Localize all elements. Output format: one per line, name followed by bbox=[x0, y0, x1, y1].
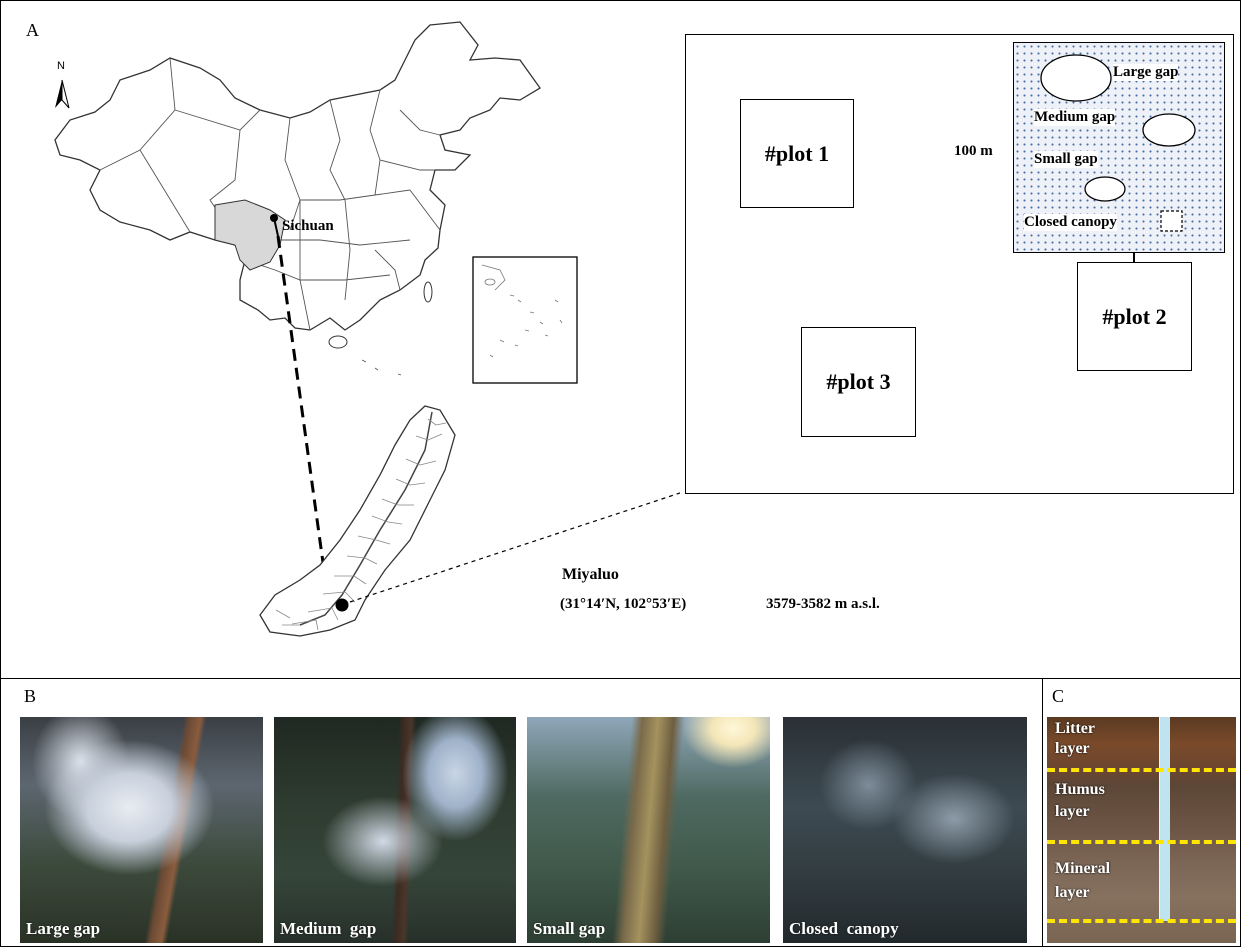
closed-canopy-square bbox=[1160, 210, 1183, 232]
plot-3: #plot 3 bbox=[801, 327, 916, 437]
north-arrow-icon bbox=[55, 79, 70, 109]
soil-divider-3 bbox=[1047, 919, 1236, 923]
closed-canopy-label: Closed canopy bbox=[1024, 214, 1117, 231]
taiwan-island bbox=[423, 281, 433, 303]
photo-closed-canopy-label: Closed canopy bbox=[789, 919, 899, 938]
humus-layer-label: Humus layer bbox=[1055, 781, 1105, 820]
plot-size-label: 100 m bbox=[954, 143, 993, 159]
soil-divider-1 bbox=[1047, 768, 1236, 772]
panel-b-letter: B bbox=[24, 686, 37, 706]
photo-closed-canopy: Closed canopy bbox=[783, 717, 1027, 943]
site-name: Miyaluo bbox=[562, 566, 619, 583]
mineral-layer-label: Mineral layer bbox=[1055, 860, 1111, 901]
soil-divider-2 bbox=[1047, 840, 1236, 844]
measuring-ruler bbox=[1159, 717, 1170, 921]
north-label: N bbox=[57, 60, 65, 72]
inset-connector-line bbox=[1133, 253, 1135, 263]
photo-large-gap: Large gap bbox=[20, 717, 263, 943]
south-china-sea-inset bbox=[472, 256, 578, 384]
photo-medium-gap: Medium gap bbox=[274, 717, 516, 943]
sichuan-region bbox=[214, 199, 286, 271]
plot-1: #plot 1 bbox=[740, 99, 854, 208]
sichuan-label: Sichuan bbox=[282, 218, 334, 234]
hainan-island bbox=[328, 335, 348, 349]
panel-a-letter: A bbox=[26, 20, 39, 40]
small-gap-ellipse bbox=[1084, 176, 1126, 202]
plot-region-frame bbox=[685, 34, 1234, 494]
large-gap-label: Large gap bbox=[1113, 64, 1179, 81]
site-elevation: 3579-3582 m a.s.l. bbox=[766, 596, 880, 612]
china-map bbox=[54, 21, 680, 637]
site-connector-line bbox=[349, 492, 680, 603]
plot-2: #plot 2 bbox=[1077, 262, 1192, 371]
miyaluo-watershed bbox=[259, 405, 456, 637]
panel-c-letter: C bbox=[1052, 686, 1065, 706]
photo-large-gap-label: Large gap bbox=[26, 919, 101, 938]
small-gap-label: Small gap bbox=[1034, 151, 1098, 168]
photo-small-gap-label: Small gap bbox=[533, 919, 606, 938]
photo-small-gap: Small gap bbox=[527, 717, 770, 943]
china-outline bbox=[54, 21, 541, 331]
medium-gap-label: Medium gap bbox=[1034, 109, 1116, 126]
litter-layer-label: Litter layer bbox=[1055, 720, 1095, 757]
site-coordinates: (31°14′N, 102°53′E) bbox=[560, 596, 687, 612]
gap-shapes bbox=[1040, 54, 1196, 232]
large-gap-ellipse bbox=[1040, 54, 1112, 102]
soil-profile-photo: Litter layer Humus layer Mineral layer bbox=[1047, 717, 1236, 943]
study-site-marker bbox=[335, 598, 349, 612]
medium-gap-ellipse bbox=[1142, 113, 1196, 147]
photo-medium-gap-label: Medium gap bbox=[280, 919, 377, 938]
